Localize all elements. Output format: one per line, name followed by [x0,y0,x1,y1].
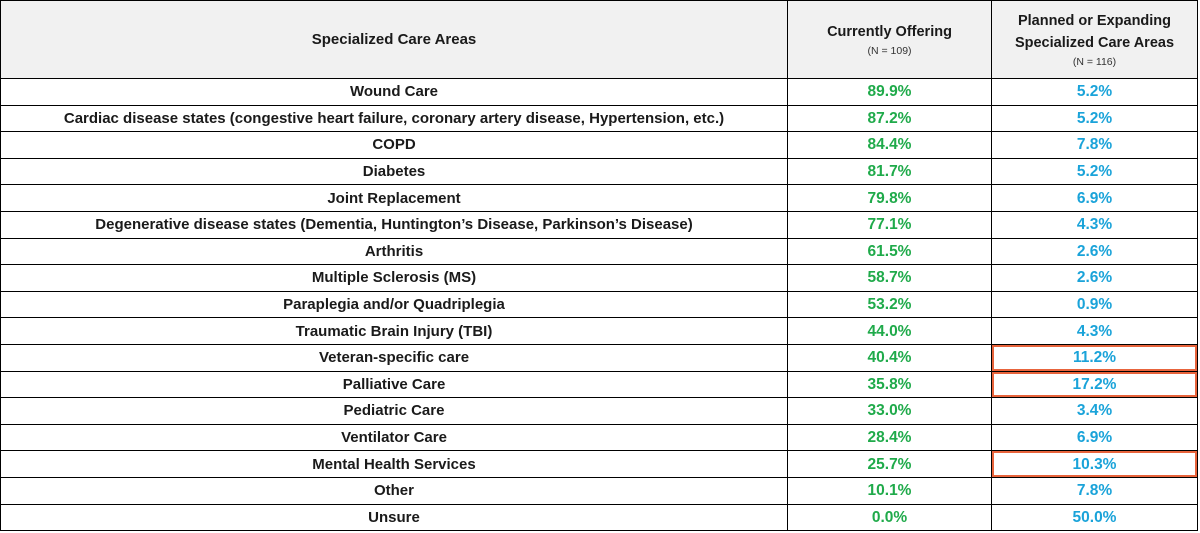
care-area-name: Mental Health Services [0,450,788,478]
header-planned-expanding: Planned or Expanding Specialized Care Ar… [991,0,1198,79]
currently-offering-value: 87.2% [787,104,992,133]
header-planned-label-line1: Planned or Expanding [1017,12,1172,29]
currently-offering-value: 58.7% [787,264,992,292]
planned-expanding-value: 5.2% [991,78,1198,106]
table-row: Arthritis 61.5% 2.6% [0,237,1198,266]
currently-offering-value: 84.4% [787,131,992,159]
planned-expanding-value: 7.8% [991,131,1198,159]
care-area-name: Ventilator Care [0,423,788,452]
care-area-name: Other [0,476,788,505]
planned-expanding-value: 6.9% [991,184,1198,212]
planned-expanding-value-highlighted: 11.2% [991,343,1198,372]
care-area-name: Veteran-specific care [0,343,788,372]
header-current-label: Currently Offering [827,23,952,40]
planned-expanding-value: 2.6% [991,237,1198,266]
table-row: Pediatric Care 33.0% 3.4% [0,397,1198,425]
planned-expanding-value: 50.0% [991,503,1198,532]
planned-expanding-value: 2.6% [991,264,1198,292]
care-area-name: Cardiac disease states (congestive heart… [0,104,788,133]
currently-offering-value: 61.5% [787,237,992,266]
table-row: Wound Care 89.9% 5.2% [0,78,1198,106]
currently-offering-value: 79.8% [787,184,992,212]
table-row: Cardiac disease states (congestive heart… [0,104,1198,133]
table-row: Diabetes 81.7% 5.2% [0,157,1198,186]
table-row: COPD 84.4% 7.8% [0,131,1198,159]
planned-expanding-value: 4.3% [991,210,1198,239]
care-area-name: Diabetes [0,157,788,186]
care-area-name: Traumatic Brain Injury (TBI) [0,317,788,345]
table-row: Degenerative disease states (Dementia, H… [0,210,1198,239]
currently-offering-value: 81.7% [787,157,992,186]
currently-offering-value: 35.8% [787,370,992,399]
planned-expanding-value: 6.9% [991,423,1198,452]
header-area-label: Specialized Care Areas [311,31,477,48]
currently-offering-value: 53.2% [787,290,992,319]
care-area-name: Wound Care [0,78,788,106]
table-row: Traumatic Brain Injury (TBI) 44.0% 4.3% [0,317,1198,345]
planned-expanding-value: 4.3% [991,317,1198,345]
currently-offering-value: 25.7% [787,450,992,478]
currently-offering-value: 77.1% [787,210,992,239]
care-area-name: Palliative Care [0,370,788,399]
currently-offering-value: 40.4% [787,343,992,372]
currently-offering-value: 44.0% [787,317,992,345]
header-currently-offering: Currently Offering (N = 109) [787,0,992,79]
planned-expanding-value: 3.4% [991,397,1198,425]
planned-expanding-value: 5.2% [991,157,1198,186]
care-area-name: Joint Replacement [0,184,788,212]
care-area-name: Pediatric Care [0,397,788,425]
planned-expanding-value: 7.8% [991,476,1198,505]
care-area-name: Degenerative disease states (Dementia, H… [0,210,788,239]
table-row: Paraplegia and/or Quadriplegia 53.2% 0.9% [0,290,1198,319]
planned-expanding-value-highlighted: 17.2% [991,370,1198,399]
table-row: Unsure 0.0% 50.0% [0,503,1198,532]
care-area-name: Multiple Sclerosis (MS) [0,264,788,292]
care-area-name: Paraplegia and/or Quadriplegia [0,290,788,319]
currently-offering-value: 28.4% [787,423,992,452]
table-row: Veteran-specific care 40.4% 11.2% [0,343,1198,372]
care-area-name: Arthritis [0,237,788,266]
care-area-name: COPD [0,131,788,159]
currently-offering-value: 33.0% [787,397,992,425]
header-specialized-care-areas: Specialized Care Areas [0,0,788,79]
planned-expanding-value: 5.2% [991,104,1198,133]
table-body: Wound Care 89.9% 5.2% Cardiac disease state… [0,78,1198,532]
planned-expanding-value: 0.9% [991,290,1198,319]
table-row: Other 10.1% 7.8% [0,476,1198,505]
header-planned-n: (N = 116) [1072,55,1117,68]
header-row: Specialized Care Areas Currently Offerin… [0,0,1198,79]
header-planned-label-line2: Specialized Care Areas [1014,34,1175,51]
table-row: Multiple Sclerosis (MS) 58.7% 2.6% [0,264,1198,292]
table-row: Joint Replacement 79.8% 6.9% [0,184,1198,212]
table-row: Ventilator Care 28.4% 6.9% [0,423,1198,452]
planned-expanding-value-highlighted: 10.3% [991,450,1198,478]
care-area-name: Unsure [0,503,788,532]
currently-offering-value: 10.1% [787,476,992,505]
header-current-n: (N = 109) [867,44,912,57]
table-row: Mental Health Services 25.7% 10.3% [0,450,1198,478]
table-row: Palliative Care 35.8% 17.2% [0,370,1198,399]
currently-offering-value: 89.9% [787,78,992,106]
currently-offering-value: 0.0% [787,503,992,532]
